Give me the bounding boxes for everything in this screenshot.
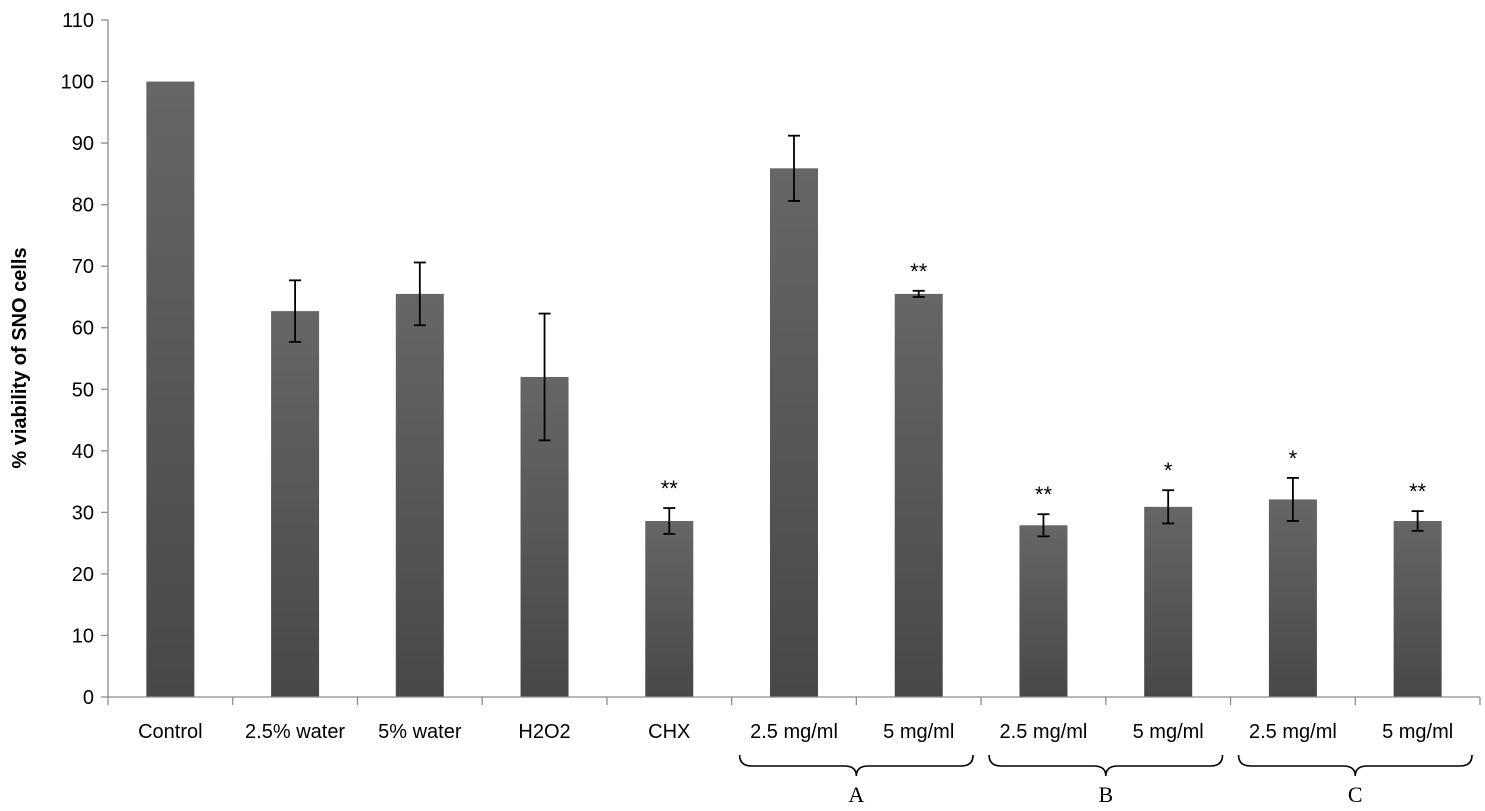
y-tick-label: 20 [72,564,94,586]
group-label: A [848,782,864,807]
group-label: B [1098,782,1113,807]
x-tick-label: CHX [648,721,690,743]
y-tick-label: 0 [83,687,94,709]
x-tick-label: 2.5 mg/ml [750,721,838,743]
group-label: C [1348,782,1363,807]
y-tick-label: 80 [72,195,94,217]
y-axis: 0 10 20 30 40 50 60 70 80 90 100 110 [61,10,109,709]
bar [1144,506,1193,697]
group-brace [1237,754,1473,777]
significance-mark: ** [910,259,928,284]
group-brace [738,754,974,777]
group-braces: A B C [738,754,1473,807]
significance-mark: ** [1409,479,1427,504]
x-tick-label: 5 mg/ml [1382,721,1453,743]
bar [770,168,818,698]
bar [1268,499,1317,697]
significance-mark: * [1164,458,1173,483]
y-tick-label: 90 [72,133,94,155]
x-tick-label: 5 mg/ml [1133,721,1204,743]
x-tick-label: 5% water [378,721,462,743]
y-tick-label: 50 [72,379,94,401]
y-tick-label: 40 [72,441,94,463]
y-tick-label: 60 [72,318,94,340]
y-tick-label: 30 [72,502,94,524]
x-axis: Control 2.5% water 5% water H2O2 CHX 2.5 mg/m… [107,696,1481,743]
significance-mark: ** [661,476,679,501]
bar [1393,520,1442,697]
bars: ******* *** [146,81,1442,698]
x-tick-label: 2.5% water [245,721,345,743]
group-brace [988,754,1224,777]
bar [146,81,195,697]
significance-mark: * [1289,446,1298,471]
x-tick-label: 2.5 mg/ml [1249,721,1337,743]
y-tick-label: 100 [61,72,94,94]
y-tick-label: 70 [72,256,94,278]
x-tick-label: Control [138,721,202,743]
y-tick-label: 10 [72,625,94,647]
bar [1019,525,1068,697]
x-tick-label: 5 mg/ml [883,721,954,743]
bar [271,311,320,697]
significance-mark: ** [1035,482,1053,507]
bar [645,520,694,697]
y-axis-label: % viability of SNO cells [9,247,31,468]
bar [395,293,444,697]
y-tick-label: 110 [62,10,94,32]
x-tick-label: 2.5 mg/ml [1000,721,1088,743]
x-tick-label: H2O2 [518,721,570,743]
bar [894,293,943,697]
